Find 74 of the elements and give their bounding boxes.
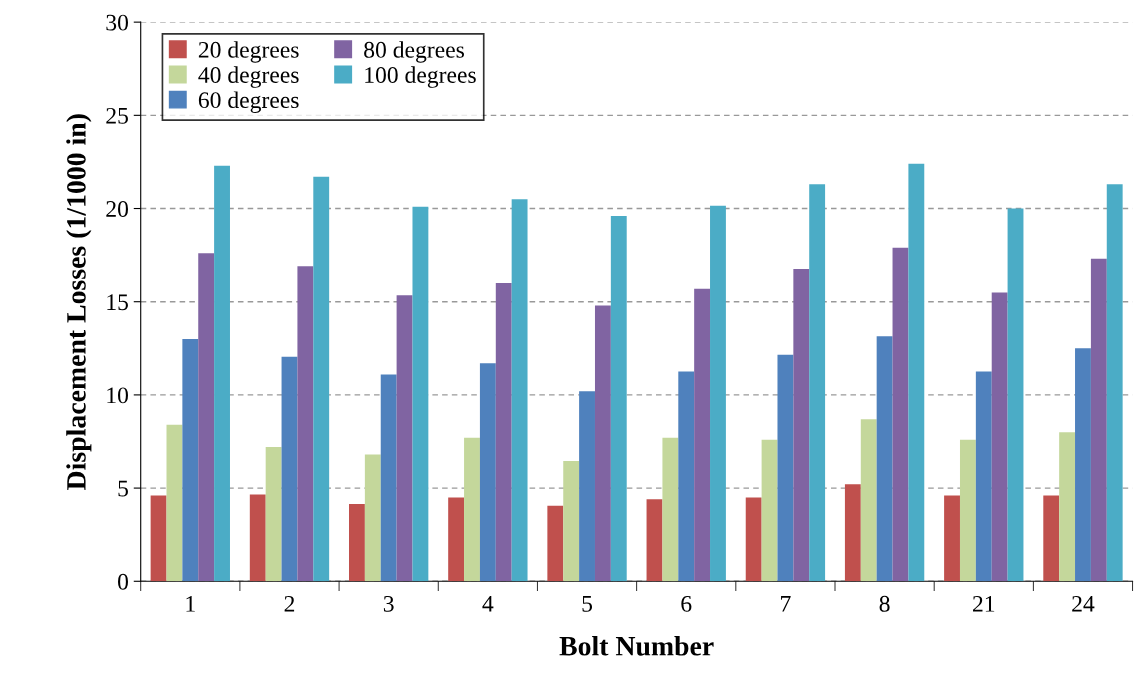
x-tick-label: 1 — [186, 595, 195, 612]
bar — [975, 371, 992, 582]
bar — [511, 199, 528, 582]
bar — [297, 266, 314, 582]
bar — [860, 419, 877, 582]
bar — [265, 447, 282, 582]
bar — [182, 338, 199, 582]
y-tick-label: 30 — [106, 14, 129, 31]
bar — [479, 363, 496, 582]
bar — [563, 461, 580, 582]
bar — [892, 247, 909, 582]
x-tick-label: 7 — [781, 596, 791, 612]
legend-label: 80 degrees — [364, 41, 464, 63]
bar — [579, 391, 595, 582]
bar — [777, 354, 794, 582]
x-tick-label: 4 — [482, 596, 494, 612]
x-axis-title: Bolt Number — [559, 636, 714, 656]
bar — [448, 497, 465, 582]
y-tick-label: 20 — [106, 201, 129, 217]
bar — [166, 424, 183, 582]
bar — [694, 288, 711, 582]
bar — [214, 165, 230, 582]
legend-label: 40 degrees — [198, 66, 299, 88]
bar — [991, 292, 1008, 582]
x-tick-label: 24 — [1072, 595, 1095, 612]
y-tick-label: 15 — [107, 294, 128, 311]
y-tick-label: 10 — [107, 387, 129, 404]
legend-label: 100 degrees — [365, 66, 476, 88]
bar — [198, 253, 215, 582]
x-tick-label: 6 — [681, 595, 692, 612]
bar — [396, 295, 413, 582]
bar — [908, 163, 925, 582]
bar — [745, 497, 762, 582]
bar — [1007, 208, 1024, 582]
bar — [464, 437, 480, 582]
y-tick-label: 5 — [118, 480, 128, 497]
legend-label: 20 degrees — [198, 41, 299, 63]
y-axis-title: Displacement Losses (1/1000 in) — [66, 114, 92, 490]
y-tick-label: 0 — [118, 573, 129, 590]
bar — [364, 454, 381, 582]
bar — [349, 503, 365, 582]
bar — [646, 499, 663, 582]
x-tick-label: 5 — [582, 596, 593, 612]
bar — [313, 176, 330, 582]
bar — [150, 495, 167, 582]
x-tick-label: 3 — [383, 595, 394, 612]
bar — [1043, 495, 1060, 582]
bar — [412, 206, 429, 582]
bar — [1059, 432, 1076, 582]
bar — [876, 336, 893, 582]
x-tick-label: 2 — [284, 595, 295, 612]
bar — [1106, 184, 1123, 582]
bar — [809, 184, 826, 582]
bar — [610, 215, 627, 582]
bar — [594, 305, 611, 582]
bar — [547, 505, 564, 582]
bar — [662, 437, 679, 582]
bar — [844, 484, 861, 582]
bar — [944, 495, 960, 582]
bar — [495, 283, 512, 582]
bar — [959, 439, 976, 582]
bar — [249, 494, 266, 582]
bar — [281, 356, 298, 582]
x-tick-label: 21 — [973, 595, 995, 612]
x-tick-label: 8 — [879, 595, 890, 612]
y-tick-label: 25 — [106, 107, 128, 124]
bar — [793, 269, 810, 582]
bar — [761, 439, 778, 582]
bar — [678, 371, 695, 582]
legend-label: 60 degrees — [198, 91, 299, 113]
bar — [380, 374, 397, 582]
bar — [1090, 258, 1107, 582]
bar — [1075, 348, 1091, 582]
bar — [710, 205, 726, 582]
